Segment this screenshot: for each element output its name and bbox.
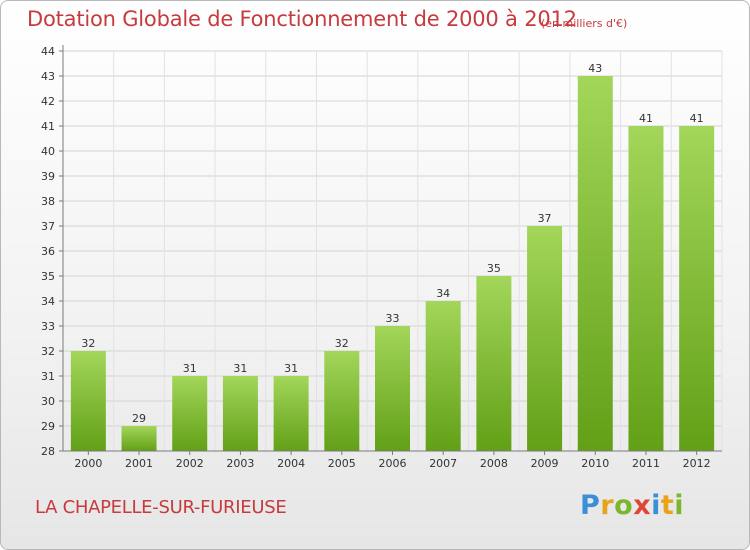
value-label-2008: 35 <box>487 262 501 275</box>
commune-name: LA CHAPELLE-SUR-FURIEUSE <box>35 497 287 518</box>
bar-2009 <box>527 226 563 451</box>
x-tick-label-2002: 2002 <box>176 457 204 470</box>
x-tick-label-2004: 2004 <box>277 457 305 470</box>
x-tick-label-2006: 2006 <box>379 457 407 470</box>
y-tick-label: 31 <box>41 370 55 383</box>
y-tick-label: 43 <box>41 70 55 83</box>
y-tick-label: 30 <box>41 395 55 408</box>
y-tick-label: 39 <box>41 170 55 183</box>
value-label-2000: 32 <box>81 337 95 350</box>
bar-2006 <box>375 326 410 451</box>
bar-2008 <box>476 276 512 451</box>
x-tick-label-2009: 2009 <box>531 457 559 470</box>
y-tick-label: 36 <box>41 245 55 258</box>
logo-letter: i <box>674 490 685 521</box>
x-tick-label-2000: 2000 <box>74 457 102 470</box>
chart-title: Dotation Globale de Fonctionnement de 20… <box>27 7 577 31</box>
bar-2003 <box>222 376 258 451</box>
proxiti-logo: Proxiti <box>580 490 684 521</box>
value-label-2006: 33 <box>386 312 400 325</box>
y-tick-label: 28 <box>41 445 55 458</box>
y-tick-label: 41 <box>41 120 55 133</box>
bar-2010 <box>577 76 613 451</box>
value-label-2011: 41 <box>639 112 653 125</box>
bar-2011 <box>628 126 664 451</box>
value-label-2005: 32 <box>335 337 349 350</box>
x-tick-label-2005: 2005 <box>328 457 356 470</box>
x-tick-label-2003: 2003 <box>226 457 254 470</box>
y-tick-label: 32 <box>41 345 55 358</box>
bar-2005 <box>324 351 360 451</box>
chart-unit-note: (en milliers d'€) <box>541 17 628 30</box>
y-tick-label: 29 <box>41 420 55 433</box>
x-tick-label-2007: 2007 <box>429 457 457 470</box>
value-label-2012: 41 <box>690 112 704 125</box>
x-tick-label-2001: 2001 <box>125 457 153 470</box>
bar-2001 <box>121 426 157 451</box>
x-tick-label-2011: 2011 <box>632 457 660 470</box>
value-label-2009: 37 <box>538 212 552 225</box>
y-tick-label: 42 <box>41 95 55 108</box>
bar-2000 <box>70 351 106 451</box>
bar-2002 <box>172 376 208 451</box>
y-tick-label: 44 <box>41 45 55 58</box>
bar-2007 <box>425 301 461 451</box>
logo-letter: r <box>600 490 615 521</box>
value-label-2004: 31 <box>284 362 298 375</box>
y-tick-label: 33 <box>41 320 55 333</box>
value-label-2002: 31 <box>183 362 197 375</box>
y-tick-label: 34 <box>41 295 55 308</box>
x-tick-label-2012: 2012 <box>683 457 711 470</box>
logo-letter: x <box>633 490 652 521</box>
value-label-2001: 29 <box>132 412 146 425</box>
bar-2004 <box>273 376 309 451</box>
y-tick-label: 40 <box>41 145 55 158</box>
value-label-2007: 34 <box>436 287 450 300</box>
bars-layer: 32 29 31 31 31 32 33 34 35 37 43 41 41 <box>70 62 715 451</box>
value-label-2003: 31 <box>233 362 247 375</box>
y-tick-label: 35 <box>41 270 55 283</box>
x-tick-label-2008: 2008 <box>480 457 508 470</box>
logo-letter: o <box>614 490 634 521</box>
y-tick-label: 38 <box>41 195 55 208</box>
y-tick-label: 37 <box>41 220 55 233</box>
bar-2012 <box>679 126 715 451</box>
logo-letter: i <box>651 490 661 521</box>
x-tick-label-2010: 2010 <box>581 457 609 470</box>
logo-letter: t <box>660 490 675 521</box>
axis-layer: 28 29 30 31 32 33 34 35 36 37 38 39 40 41 42 43 44 2000 20… <box>41 45 722 470</box>
logo-letter: P <box>580 490 601 521</box>
value-label-2010: 43 <box>588 62 602 75</box>
